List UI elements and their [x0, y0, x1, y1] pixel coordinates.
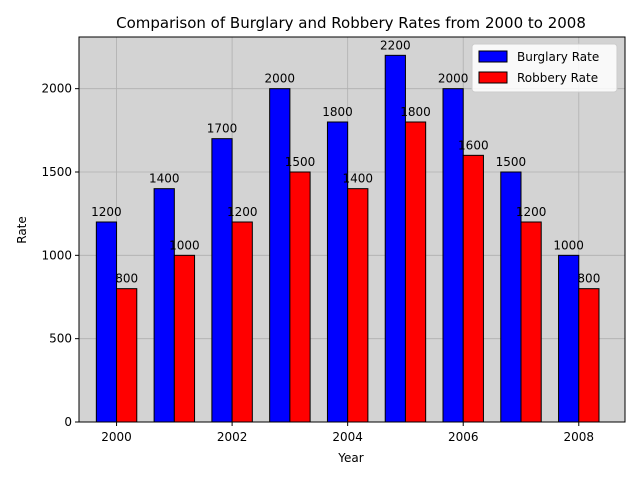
- burglary-rate-bar: [95, 221, 118, 423]
- robbery-rate-bar: [404, 121, 427, 423]
- robbery-rate-legend-swatch: [478, 71, 508, 84]
- robbery-rate-bar: [173, 254, 196, 423]
- legend-box: [471, 43, 618, 93]
- burglary-rate-data-label: 1400: [149, 172, 180, 186]
- burglary-rate-data-label: 1500: [496, 155, 527, 169]
- burglary-rate-data-label: 1700: [207, 122, 238, 136]
- x-tick-label: 2006: [448, 430, 479, 444]
- robbery-rate-bar: [231, 221, 253, 423]
- robbery-rate-data-label: 1600: [458, 138, 489, 152]
- burglary-rate-data-label: 1000: [553, 238, 584, 252]
- burglary-rate-data-label: 2200: [380, 38, 411, 52]
- burglary-rate-bar: [326, 121, 349, 423]
- robbery-rate-data-label: 1800: [400, 105, 431, 119]
- burglary-rate-data-label: 2000: [438, 72, 469, 86]
- x-tick-label: 2002: [217, 430, 248, 444]
- burglary-rate-data-label: 1800: [322, 105, 353, 119]
- y-tick-label: 2000: [41, 82, 72, 96]
- robbery-rate-data-label: 800: [577, 272, 600, 286]
- y-tick-label: 1500: [41, 165, 72, 179]
- burglary-rate-data-label: 2000: [265, 72, 296, 86]
- robbery-rate-data-label: 1400: [343, 172, 374, 186]
- x-tick-label: 2000: [101, 430, 132, 444]
- robbery-rate-data-label: 1200: [227, 205, 258, 219]
- data-labels: 1200 1400 1700 2000 1800 2200 2000 1500 1000 800 1…: [91, 38, 600, 285]
- x-tick-label: 2008: [564, 430, 595, 444]
- bars: [95, 54, 600, 423]
- robbery-rate-bar: [578, 288, 600, 423]
- robbery-rate-data-label: 1200: [516, 205, 547, 219]
- plot-frame: [78, 36, 626, 423]
- burglary-rate-bar: [153, 188, 175, 423]
- robbery-rate-legend-label: Robbery Rate: [517, 71, 598, 85]
- robbery-rate-bar: [347, 188, 369, 423]
- y-axis-label: Rate: [15, 216, 29, 244]
- burglary-rate-bar: [558, 254, 580, 423]
- y-tick-label: 0: [64, 415, 72, 429]
- y-axis-ticks: 0 500 1000 1500 2000: [41, 82, 79, 429]
- robbery-rate-data-label: 800: [115, 272, 138, 286]
- robbery-rate-data-label: 1500: [285, 155, 316, 169]
- x-axis-ticks: 2000 2002 2004 2006 2008: [101, 422, 594, 444]
- y-tick-label: 1000: [41, 248, 72, 262]
- robbery-rate-data-label: 1000: [169, 238, 200, 252]
- x-axis-label: Year: [337, 451, 363, 465]
- x-tick-label: 2004: [332, 430, 363, 444]
- burglary-rate-bar: [269, 88, 291, 423]
- robbery-rate-bar: [462, 154, 484, 423]
- robbery-rate-bar: [520, 221, 542, 423]
- robbery-rate-bar: [116, 288, 138, 423]
- burglary-rate-legend-label: Burglary Rate: [517, 50, 599, 64]
- burglary-rate-legend-swatch: [478, 50, 508, 63]
- chart-title: Comparison of Burglary and Robbery Rates…: [116, 14, 586, 32]
- burglary-rate-bar: [211, 138, 233, 423]
- legend: Burglary Rate Robbery Rate: [471, 43, 618, 93]
- robbery-rate-bar: [289, 171, 311, 423]
- burglary-rate-data-label: 1200: [91, 205, 122, 219]
- y-tick-label: 500: [49, 332, 72, 346]
